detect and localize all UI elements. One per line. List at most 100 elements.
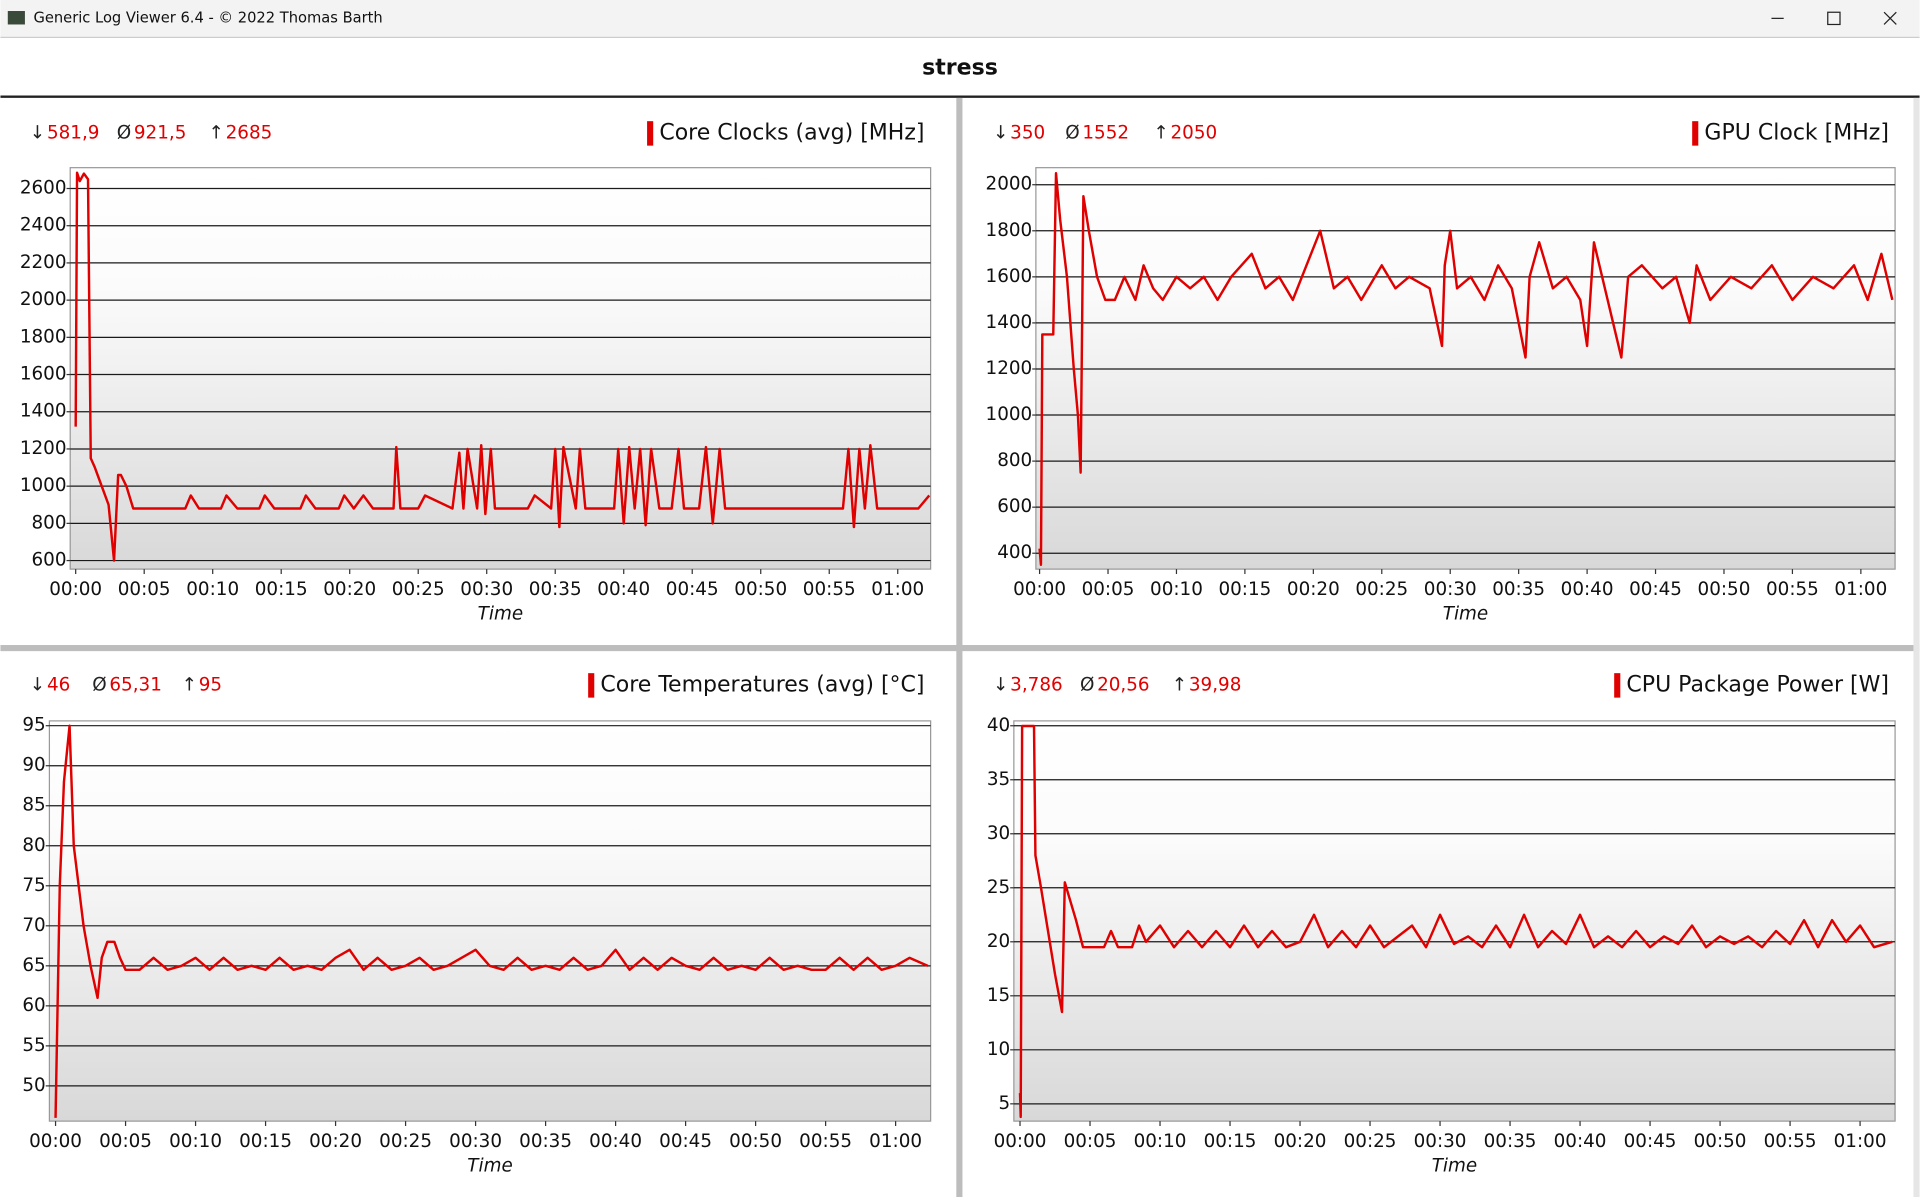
x-tick-label: 00:20: [309, 1131, 362, 1152]
x-tick-label: 00:20: [1274, 1131, 1327, 1152]
legend-swatch: [1692, 121, 1699, 146]
stat-value: 921,5: [134, 122, 187, 143]
y-tick-label: 800: [32, 512, 67, 533]
x-tick-label: 00:05: [1064, 1131, 1117, 1152]
x-tick-label: 00:50: [1694, 1131, 1747, 1152]
y-tick-label: 1200: [986, 358, 1033, 379]
x-tick-label: 00:15: [255, 579, 308, 600]
x-tick-label: 00:25: [379, 1131, 432, 1152]
stat-value: 95: [199, 674, 222, 695]
y-tick-label: 1400: [986, 312, 1033, 333]
y-tick-label: 1000: [986, 404, 1033, 425]
legend-swatch: [588, 673, 595, 698]
y-tick-label: 1600: [986, 266, 1033, 287]
x-tick-label: 00:35: [1484, 1131, 1537, 1152]
data-line: [1038, 171, 1894, 566]
page-title: stress: [922, 56, 998, 81]
x-tick-label: 00:20: [323, 579, 376, 600]
x-tick-label: 00:35: [1492, 579, 1545, 600]
stat-symbol: ↑: [1153, 122, 1168, 143]
y-tick-label: 85: [22, 795, 45, 816]
data-line: [1018, 724, 1893, 1119]
data-line: [74, 171, 931, 562]
y-tick-label: 1400: [20, 401, 67, 422]
y-tick-label: 2000: [20, 289, 67, 310]
y-tick-label: 35: [987, 769, 1010, 790]
stat-symbol: ↓: [993, 674, 1008, 695]
stat-value: 2685: [226, 122, 273, 143]
stat-value: 65,31: [109, 674, 162, 695]
stat-value: 20,56: [1097, 674, 1150, 695]
y-tick-label: 2000: [986, 174, 1033, 195]
x-tick-label: 00:00: [994, 1131, 1047, 1152]
x-tick-label: 00:35: [529, 579, 582, 600]
stat-value: 1552: [1082, 122, 1129, 143]
legend-label: CPU Package Power [W]: [1626, 672, 1889, 697]
plot-area: [1013, 720, 1896, 1122]
stat-value: 3,786: [1010, 674, 1063, 695]
y-tick-label: 10: [987, 1039, 1010, 1060]
stat-symbol: ↓: [30, 122, 45, 143]
plot-area: [48, 720, 932, 1122]
y-tick-label: 1800: [986, 220, 1033, 241]
y-tick-label: 75: [22, 875, 45, 896]
stat-value: 2050: [1171, 122, 1218, 143]
horizontal-splitter[interactable]: [0, 645, 1920, 652]
y-tick-label: 90: [22, 755, 45, 776]
stat-symbol: Ø: [1065, 122, 1079, 143]
window-title: Generic Log Viewer 6.4 - © 2022 Thomas B…: [33, 9, 382, 26]
x-tick-label: 00:10: [1150, 579, 1203, 600]
x-tick-label: 00:20: [1287, 579, 1340, 600]
stat-value: 39,98: [1189, 674, 1242, 695]
x-tick-label: 00:50: [734, 579, 787, 600]
x-tick-label: 00:45: [666, 579, 719, 600]
x-tick-label: 00:15: [1204, 1131, 1257, 1152]
x-tick-label: 00:40: [1554, 1131, 1607, 1152]
x-tick-label: 00:00: [29, 1131, 82, 1152]
y-tick-label: 1000: [20, 475, 67, 496]
x-tick-label: 00:15: [239, 1131, 292, 1152]
legend-swatch: [647, 121, 654, 146]
y-tick-label: 800: [997, 450, 1032, 471]
y-tick-label: 1200: [20, 438, 67, 459]
legend-label: Core Clocks (avg) [MHz]: [659, 120, 924, 145]
x-tick-label: 00:10: [1134, 1131, 1187, 1152]
y-tick-label: 60: [22, 995, 45, 1016]
x-tick-label: 00:05: [1082, 579, 1135, 600]
y-tick-label: 2200: [20, 252, 67, 273]
x-tick-label: 00:15: [1218, 579, 1271, 600]
x-tick-label: 00:45: [1624, 1131, 1677, 1152]
x-tick-label: 00:25: [392, 579, 445, 600]
legend-label: GPU Clock [MHz]: [1704, 120, 1889, 145]
close-button[interactable]: [1883, 11, 1897, 25]
x-tick-label: 00:05: [99, 1131, 152, 1152]
y-tick-label: 95: [22, 715, 45, 736]
x-tick-label: 00:05: [118, 579, 171, 600]
maximize-button[interactable]: [1827, 11, 1841, 26]
title-bar: [0, 0, 1920, 37]
y-tick-label: 600: [997, 496, 1032, 517]
y-tick-label: 1800: [20, 326, 67, 347]
stat-value: 46: [47, 674, 70, 695]
x-axis-label: Time: [478, 603, 523, 624]
y-tick-label: 50: [22, 1075, 45, 1096]
y-tick-label: 1600: [20, 364, 67, 385]
x-tick-label: 01:00: [1834, 579, 1887, 600]
x-axis-label: Time: [467, 1155, 512, 1176]
x-tick-label: 00:50: [1698, 579, 1751, 600]
y-tick-label: 65: [22, 955, 45, 976]
x-tick-label: 00:55: [803, 579, 856, 600]
y-tick-label: 80: [22, 835, 45, 856]
stat-symbol: ↓: [993, 122, 1008, 143]
y-tick-label: 400: [997, 542, 1032, 563]
data-line: [54, 724, 929, 1118]
y-tick-label: 20: [987, 931, 1010, 952]
x-tick-label: 00:55: [1766, 579, 1819, 600]
x-tick-label: 00:30: [1414, 1131, 1467, 1152]
x-tick-label: 01:00: [869, 1131, 922, 1152]
stat-symbol: ↓: [30, 674, 45, 695]
x-tick-label: 00:10: [169, 1131, 222, 1152]
x-tick-label: 00:45: [1629, 579, 1682, 600]
x-tick-label: 00:45: [659, 1131, 712, 1152]
